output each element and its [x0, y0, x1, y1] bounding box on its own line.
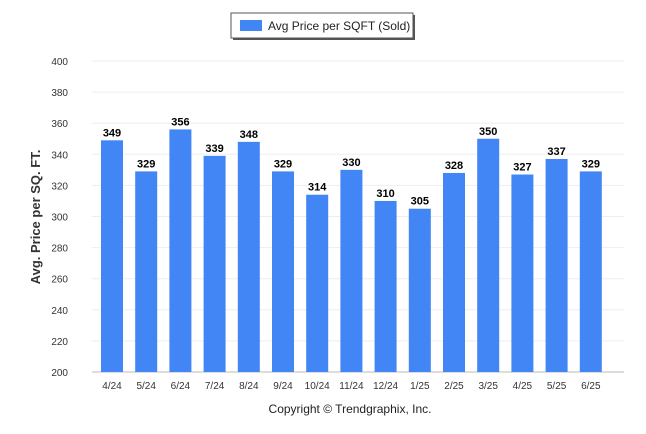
data-label: 329	[137, 158, 155, 170]
bar-9-24	[272, 171, 294, 372]
bar-7-24	[203, 155, 226, 372]
x-tick-label: 1/25	[410, 381, 430, 392]
bar-8-24	[237, 141, 260, 372]
y-tick-label: 220	[51, 337, 68, 348]
legend: Avg Price per SQFT (Sold)	[230, 12, 415, 40]
bar-6-24	[169, 129, 192, 372]
data-label: 305	[411, 196, 429, 208]
data-label: 329	[582, 158, 600, 170]
data-label: 314	[308, 182, 327, 194]
legend-swatch	[240, 20, 262, 31]
x-tick-label: 2/25	[444, 381, 464, 392]
data-label: 349	[103, 127, 121, 139]
y-tick-label: 400	[51, 57, 68, 68]
y-tick-label: 320	[51, 181, 68, 192]
x-tick-label: 6/25	[581, 381, 601, 392]
data-label: 330	[342, 157, 360, 169]
bar-12-24	[374, 200, 397, 372]
bar-2-25	[443, 172, 465, 372]
y-tick-label: 280	[51, 244, 68, 255]
bar-4-25	[511, 174, 534, 372]
x-axis-tick-labels: 4/24 5/24 6/24 7/24 8/24 9/24 10/24 11/24 12/24 1…	[102, 381, 601, 392]
data-label: 310	[376, 188, 394, 200]
y-axis-title: Avg. Price per SQ. FT.	[28, 150, 43, 285]
y-tick-label: 340	[51, 150, 68, 161]
x-tick-label: 8/24	[239, 381, 259, 392]
x-tick-label: 9/24	[273, 381, 293, 392]
y-tick-label: 200	[51, 368, 68, 379]
data-label: 337	[547, 146, 565, 158]
x-tick-label: 12/24	[373, 381, 398, 392]
bars	[101, 129, 602, 372]
x-tick-label: 7/24	[205, 381, 225, 392]
data-labels: 349 329 356 339 348 329 314 330 310 305 328 350 327 3…	[103, 116, 600, 207]
data-label: 356	[171, 116, 189, 128]
x-tick-label: 3/25	[478, 381, 498, 392]
y-axis-tick-labels: 200 220 240 260 280 300 320 340 360 380 400	[51, 57, 68, 379]
bar-5-25	[545, 158, 568, 372]
copyright-text: Copyright © Trendgraphix, Inc.	[269, 402, 432, 416]
data-label: 329	[274, 158, 292, 170]
x-tick-label: 4/24	[102, 381, 122, 392]
bar-4-24	[101, 140, 123, 372]
data-label: 350	[479, 126, 497, 138]
bar-6-25	[579, 171, 602, 372]
x-tick-label: 5/24	[136, 381, 156, 392]
bar-1-25	[408, 208, 431, 372]
y-tick-label: 380	[51, 88, 68, 99]
bar-10-24	[306, 194, 329, 372]
y-tick-label: 260	[51, 275, 68, 286]
y-tick-label: 240	[51, 306, 68, 317]
bar-5-24	[135, 171, 158, 372]
y-tick-label: 360	[51, 119, 68, 130]
legend-series-label: Avg Price per SQFT (Sold)	[268, 19, 410, 33]
x-tick-label: 6/24	[171, 381, 191, 392]
data-label: 339	[205, 143, 223, 155]
x-tick-label: 5/25	[547, 381, 567, 392]
bar-3-25	[477, 138, 500, 372]
data-label: 348	[240, 129, 258, 141]
data-label: 328	[445, 160, 463, 172]
x-tick-label: 4/25	[513, 381, 533, 392]
y-tick-label: 300	[51, 213, 68, 224]
x-tick-label: 11/24	[339, 381, 364, 392]
data-label: 327	[513, 162, 531, 174]
bar-11-24	[340, 169, 363, 372]
x-tick-label: 10/24	[305, 381, 330, 392]
